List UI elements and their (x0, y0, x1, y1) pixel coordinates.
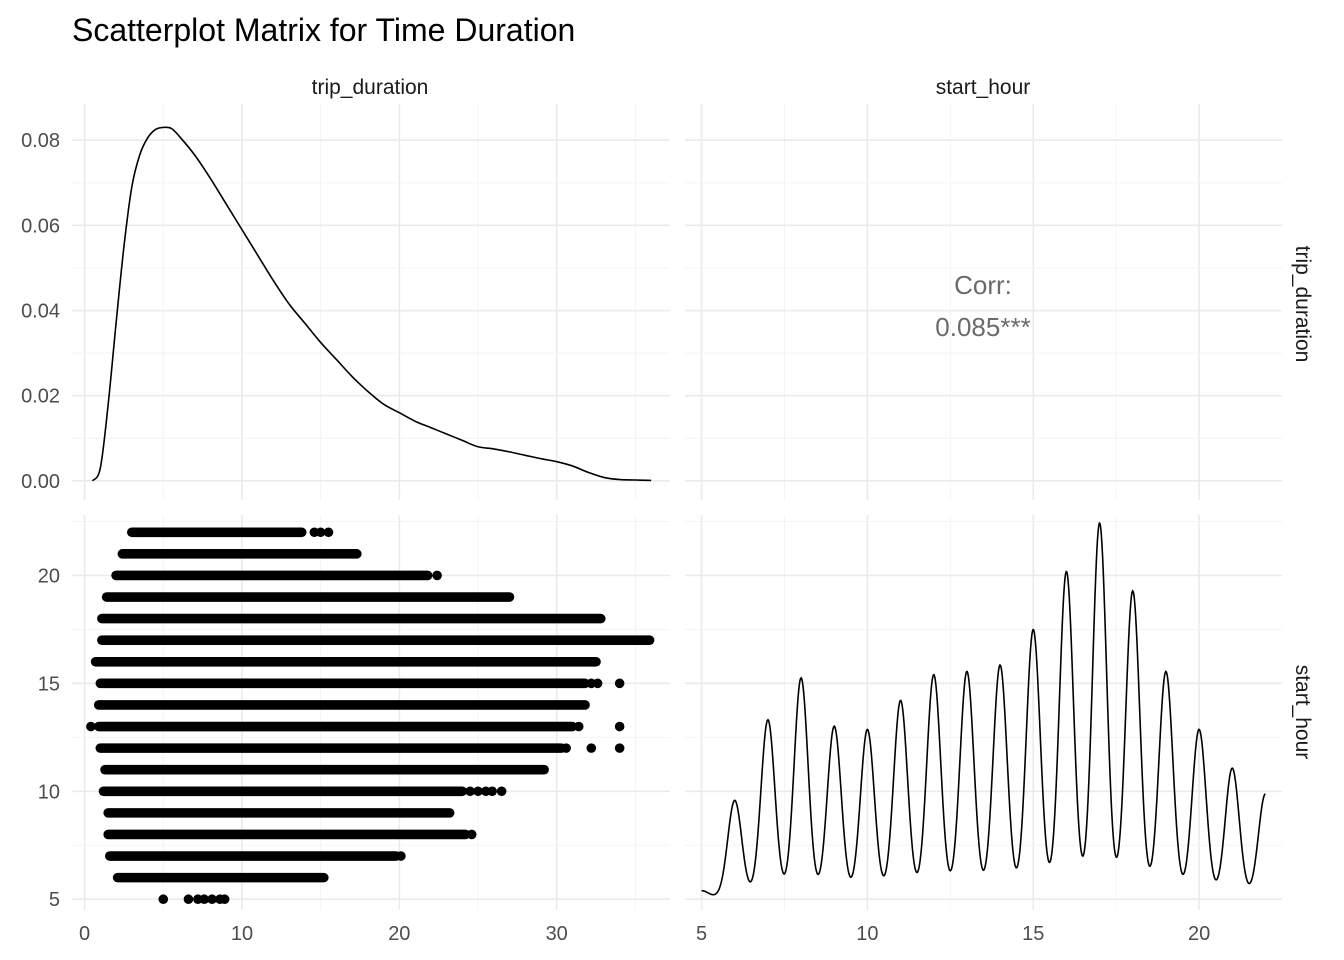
scatter-point (473, 786, 483, 797)
scatter-point (561, 743, 571, 753)
density-line-trip-duration (91, 126, 652, 482)
scatter-point (432, 570, 442, 581)
x-tick-label: 20 (1188, 923, 1210, 945)
axis-labels: 0.00 0.02 0.04 0.06 0.08 5 10 15 20 0 10 20 30 5 10 15 2… (21, 130, 1210, 945)
scatter-point (586, 743, 597, 753)
y-tick-label: 5 (49, 889, 60, 911)
x-tick-label: 5 (696, 923, 707, 945)
scatter-point (158, 894, 169, 905)
strip-label-row-trip-duration: trip_duration (1291, 246, 1314, 363)
x-tick-label: 20 (388, 923, 410, 945)
y-tick-label: 0.08 (21, 130, 60, 152)
scatter-point (614, 678, 625, 689)
scatter-point (465, 786, 475, 797)
scatter-point (614, 743, 625, 753)
correlation-value: 0.085*** (935, 312, 1030, 342)
scatter-point (131, 527, 142, 538)
y-tick-label: 0.06 (21, 215, 60, 237)
chart-title: Scatterplot Matrix for Time Duration (72, 12, 575, 48)
correlation-label: Corr: (954, 270, 1012, 300)
scatter-point (396, 851, 406, 861)
x-tick-label: 15 (1022, 923, 1044, 945)
scatter-point (86, 721, 96, 732)
y-tick-label: 0.02 (21, 386, 60, 408)
panel-density-start-hour (685, 515, 1282, 910)
panel-scatter (72, 515, 670, 910)
scatter-point (573, 721, 584, 732)
scatter-point (614, 721, 625, 732)
scatter-point (592, 678, 603, 689)
scatter-point (207, 894, 217, 905)
scatter-point (466, 829, 477, 840)
x-tick-label: 10 (856, 923, 878, 945)
scatter-point (496, 786, 507, 797)
scatter-point (183, 894, 194, 905)
y-tick-label: 20 (38, 565, 60, 587)
panel-correlation: Corr: 0.085*** (685, 104, 1282, 500)
strip-label-start-hour: start_hour (936, 76, 1031, 99)
x-tick-label: 0 (79, 923, 90, 945)
scatter-point (487, 786, 497, 797)
y-tick-label: 0.00 (21, 471, 60, 493)
panel-density-trip-duration (72, 104, 670, 500)
scatter-point (315, 527, 326, 538)
x-tick-label: 10 (231, 923, 253, 945)
y-tick-label: 15 (38, 673, 60, 695)
strip-label-trip-duration: trip_duration (312, 76, 429, 99)
scatter-point (323, 527, 334, 538)
scatter-point (219, 894, 230, 905)
y-tick-label: 10 (38, 781, 60, 803)
x-tick-label: 30 (546, 923, 568, 945)
y-tick-label: 0.04 (21, 301, 60, 323)
density-line-start-hour (701, 521, 1266, 896)
strip-label-row-start-hour: start_hour (1291, 665, 1314, 760)
scatter-point (199, 894, 209, 905)
